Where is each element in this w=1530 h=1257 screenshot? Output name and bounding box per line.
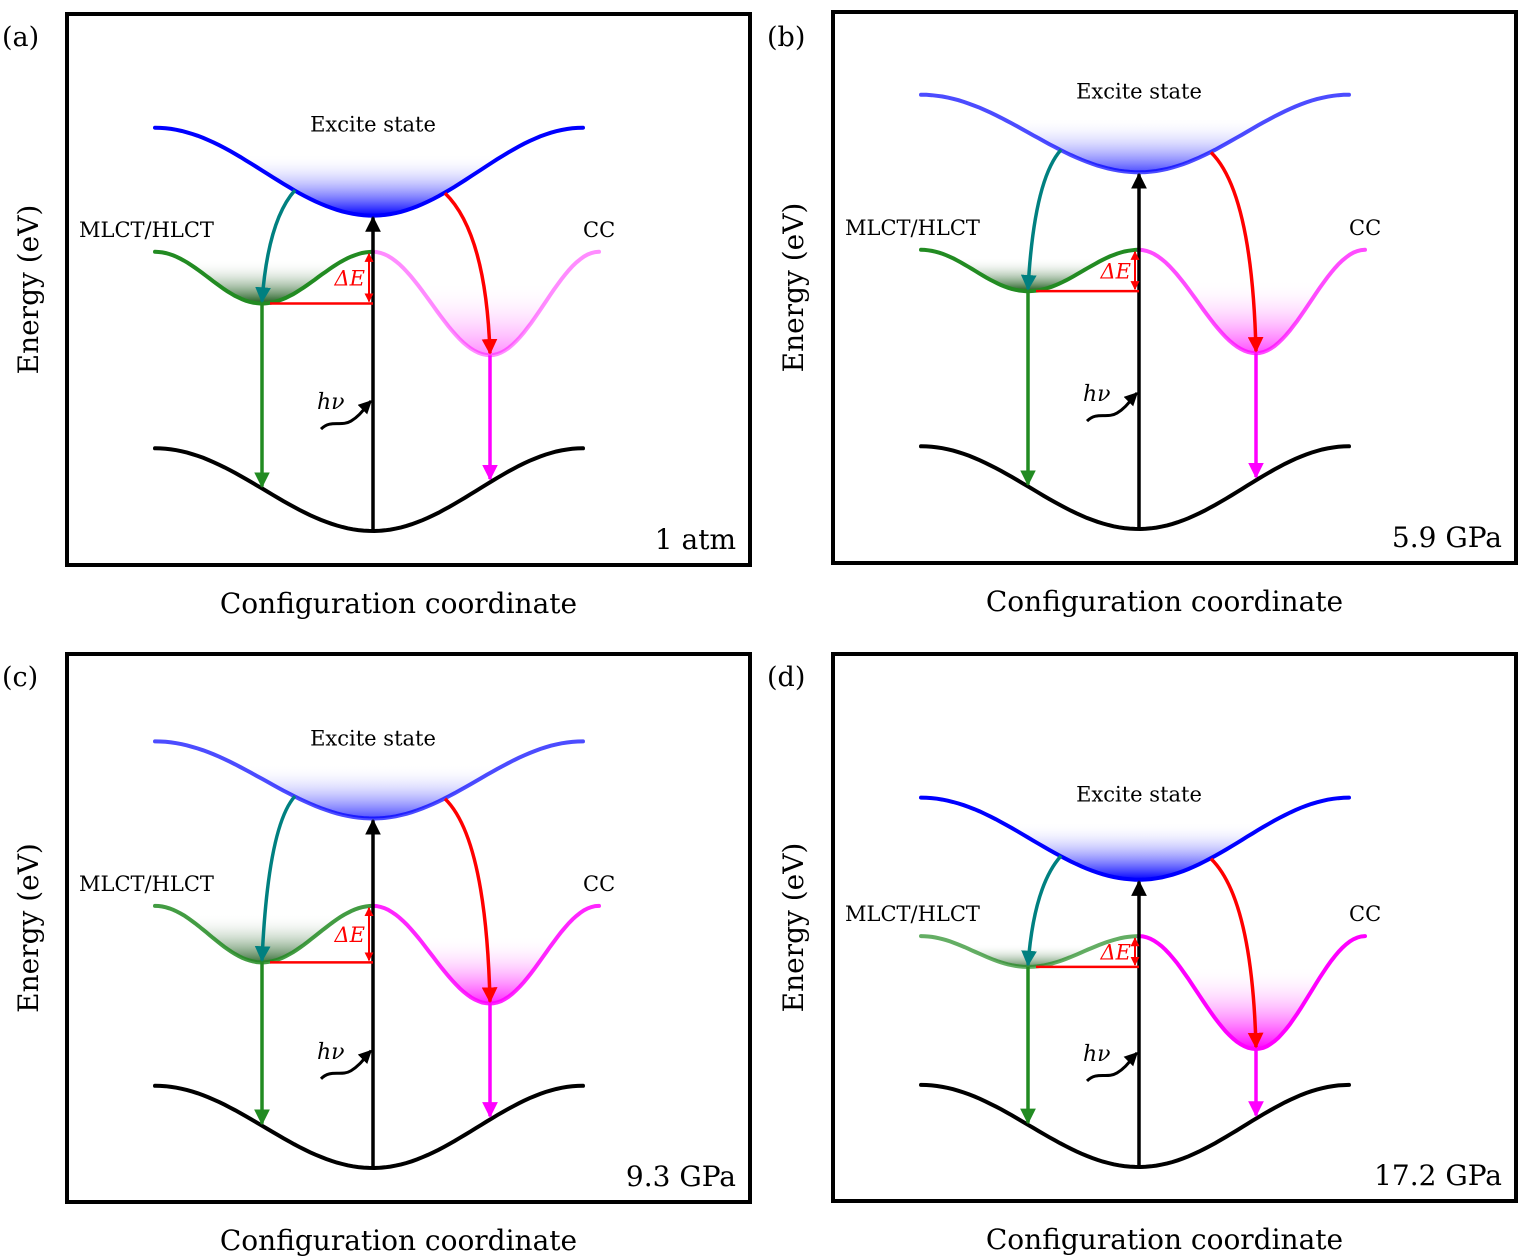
panel-tag: (c)	[2, 662, 38, 693]
excite-state-curve	[919, 92, 1351, 175]
cc-state-curve	[371, 903, 601, 1006]
pressure-label: 17.2 GPa	[1374, 1159, 1502, 1192]
excite-state-population	[240, 154, 503, 216]
ground-state-curve	[919, 444, 1351, 532]
panel-frame	[831, 10, 1518, 565]
mlct-hlct-label: MLCT/HLCT	[845, 902, 980, 926]
photon-squiggle-icon	[319, 400, 373, 431]
cc-state-curve	[1137, 247, 1367, 356]
delta-e-label: ΔE	[1100, 941, 1132, 965]
panel-frame	[65, 12, 752, 567]
photon-label: hν	[1083, 382, 1111, 407]
panel-tag: (b)	[767, 22, 805, 53]
excite-state-label: Excite state	[310, 113, 436, 137]
excite-state-population	[240, 764, 503, 819]
ground-state-curve	[919, 1082, 1351, 1170]
x-axis-label: Configuration coordinate	[220, 1224, 577, 1257]
excite-state-curve	[153, 125, 585, 218]
panel-b: (b) Energy (eV) Configuration coordinate 5.…	[767, 10, 1518, 618]
x-axis-label: Configuration coordinate	[220, 587, 577, 620]
y-axis-label: Energy (eV)	[777, 203, 810, 373]
excite-state-label: Excite state	[310, 726, 436, 750]
y-axis-label: Energy (eV)	[12, 843, 45, 1013]
excite-to-cc-arrow	[443, 191, 498, 355]
photon-label: hν	[1083, 1042, 1111, 1067]
excite-to-mlct-arrow	[255, 188, 297, 304]
cc-label: CC	[1349, 902, 1381, 926]
excite-to-cc-arrow	[443, 797, 498, 1004]
excite-state-curve	[153, 739, 585, 821]
panel-tag: (d)	[767, 662, 805, 693]
panel-tag: (a)	[2, 22, 39, 53]
mlct-hlct-label: MLCT/HLCT	[79, 218, 214, 242]
excite-to-cc-arrow	[1209, 857, 1264, 1049]
ground-state-curve	[153, 1083, 585, 1171]
excite-to-mlct-arrow	[254, 794, 297, 962]
mlct-hlct-label: MLCT/HLCT	[845, 216, 980, 240]
excite-to-mlct-arrow	[1020, 148, 1063, 291]
panel-a: (a) Energy (eV) Configuration coordinate 1 …	[2, 12, 752, 620]
excite-state-population	[1006, 822, 1269, 880]
mlct-state-curve	[153, 903, 375, 965]
excite-to-cc-arrow	[1209, 151, 1264, 353]
delta-e-label: ΔE	[334, 267, 366, 291]
pressure-label: 5.9 GPa	[1392, 521, 1502, 554]
photon-label: hν	[317, 1040, 345, 1065]
cc-label: CC	[583, 218, 615, 242]
mlct-state-curve	[153, 249, 375, 306]
pressure-label: 1 atm	[655, 523, 736, 556]
delta-e-label: ΔE	[1100, 260, 1132, 284]
y-axis-label: Energy (eV)	[12, 205, 45, 375]
photon-squiggle-icon	[1085, 1051, 1139, 1083]
photon-squiggle-icon	[319, 1049, 373, 1080]
mlct-state-curve	[919, 934, 1141, 969]
panel-c: (c) Energy (eV) Configuration coordinate 9.…	[2, 652, 752, 1257]
cc-state-curve	[1137, 934, 1367, 1052]
excite-state-curve	[919, 795, 1351, 882]
excite-state-label: Excite state	[1076, 80, 1202, 104]
ground-state-curve	[153, 446, 585, 534]
cc-label: CC	[583, 872, 615, 896]
mlct-hlct-label: MLCT/HLCT	[79, 872, 214, 896]
x-axis-label: Configuration coordinate	[986, 1223, 1343, 1256]
photon-squiggle-icon	[1085, 392, 1139, 423]
delta-e-label: ΔE	[334, 923, 366, 947]
y-axis-label: Energy (eV)	[777, 843, 810, 1013]
excite-to-mlct-arrow	[1021, 854, 1063, 967]
panel-frame	[65, 652, 752, 1204]
cc-label: CC	[1349, 216, 1381, 240]
excite-state-population	[1006, 117, 1269, 173]
x-axis-label: Configuration coordinate	[986, 585, 1343, 618]
panel-d: (d) Energy (eV) Configuration coordinate 17…	[767, 652, 1518, 1256]
cc-state-curve	[371, 249, 601, 358]
photon-label: hν	[317, 390, 345, 415]
mlct-state-curve	[919, 247, 1141, 294]
pressure-label: 9.3 GPa	[626, 1160, 736, 1193]
excite-state-label: Excite state	[1076, 783, 1202, 807]
panel-frame	[831, 652, 1518, 1203]
